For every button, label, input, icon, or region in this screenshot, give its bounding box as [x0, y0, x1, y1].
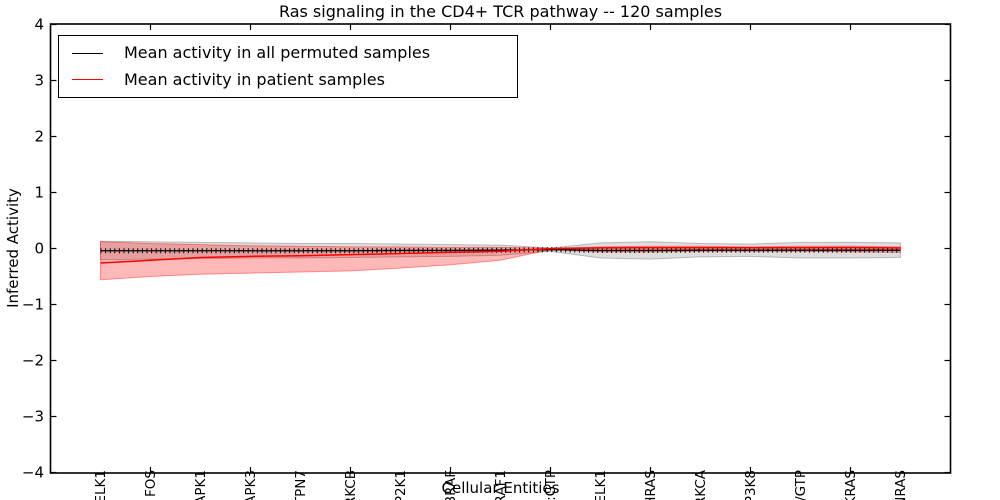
- legend: Mean activity in all permuted samples Me…: [58, 35, 518, 98]
- patient-mean-line: [100, 246, 901, 264]
- x-category-label: PTPN7: [293, 470, 309, 500]
- y-axis-label: Inferred Activity: [4, 188, 22, 308]
- y-tick-label: 4: [34, 16, 44, 34]
- legend-line-sample-red: [72, 79, 103, 81]
- chart-title: Ras signaling in the CD4+ TCR pathway --…: [278, 2, 723, 21]
- x-category-label: ELK1: [593, 470, 609, 500]
- legend-label: Mean activity in all permuted samples: [124, 43, 431, 63]
- y-tick-label: −3: [22, 408, 44, 426]
- legend-label: Mean activity in patient samples: [124, 69, 385, 89]
- x-category-label: PRKCB: [343, 470, 359, 500]
- x-category-label: mol:GTP: [543, 470, 559, 500]
- x-category-label: PRKCA: [693, 469, 709, 500]
- x-category-label: HRAS: [643, 470, 659, 500]
- y-tick-label: 3: [34, 72, 44, 90]
- y-tick-label: −1: [22, 296, 44, 314]
- x-category-label: MAP2K1: [393, 470, 409, 500]
- x-category-label: RAS family/GTP: [793, 470, 809, 500]
- legend-item-patient: Mean activity in patient samples: [72, 69, 517, 89]
- permuted-mean-line: [100, 248, 901, 252]
- y-tick-label: 2: [34, 128, 44, 146]
- x-category-label: FOS: [143, 470, 159, 497]
- x-category-label: ERK1-2/ELK1: [93, 470, 109, 500]
- y-tick-label: 0: [34, 240, 44, 258]
- y-tick-label: −4: [22, 464, 44, 482]
- x-category-label: KRAS: [843, 470, 859, 500]
- x-category-label: BRAF: [443, 470, 459, 500]
- x-category-label: MAPK3: [243, 470, 259, 500]
- y-tick-label: 1: [34, 184, 44, 202]
- x-category-label: MAPK1: [193, 470, 209, 500]
- y-tick-label: −2: [22, 352, 44, 370]
- x-category-label: MAP3K8: [743, 470, 759, 500]
- legend-line-sample-black: [72, 52, 103, 54]
- legend-item-permuted: Mean activity in all permuted samples: [72, 43, 517, 63]
- x-category-label: NRAS: [893, 470, 909, 500]
- x-category-label: RAF1: [493, 470, 509, 500]
- x-axis-label: Cellular Entities: [441, 479, 560, 497]
